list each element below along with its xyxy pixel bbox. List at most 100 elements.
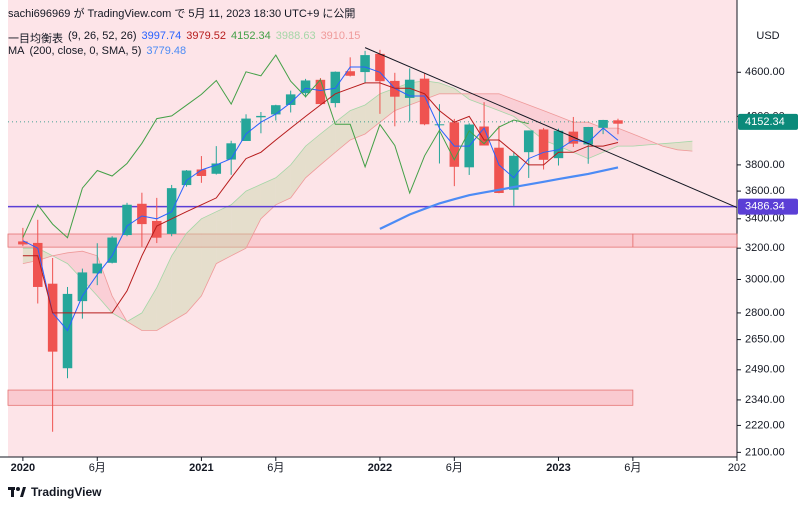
candle-body (107, 237, 117, 263)
cloud-fill (439, 82, 455, 94)
y-tick-label: 2650.00 (745, 334, 785, 346)
cloud-fill (67, 251, 83, 280)
candle-body (256, 115, 266, 118)
candle-body (211, 163, 222, 174)
candle-body (241, 118, 251, 141)
cloud-fill (216, 204, 232, 264)
candle-body (449, 122, 460, 167)
price-label: 3486.34 (745, 201, 785, 213)
x-tick-label: 2023 (546, 462, 570, 474)
indicator-value: 3779.48 (146, 45, 187, 57)
x-tick-label: 6月 (624, 462, 641, 474)
y-tick-label: 2220.00 (745, 419, 785, 431)
x-tick-label: 2021 (189, 462, 213, 474)
x-tick-label: 2022 (368, 462, 392, 474)
candle-body (196, 169, 207, 176)
candle-body (137, 203, 147, 225)
cloud-fill (156, 255, 172, 331)
candle-body (345, 71, 355, 76)
cloud-fill (379, 88, 395, 123)
candle-body (32, 242, 43, 287)
cloud-fill (350, 104, 366, 141)
logo (8, 487, 26, 497)
candle-body (285, 94, 296, 105)
cloud-fill (171, 233, 187, 322)
candle-body (271, 105, 281, 115)
cloud-fill (260, 177, 276, 219)
indicator-value: 3997.74 (141, 30, 182, 42)
zone (632, 233, 738, 248)
x-tick-label: 6月 (267, 462, 284, 474)
publisher: sachi696969 が TradingView.com で 5月 11, 2… (8, 8, 356, 20)
y-tick-label: 3800.00 (745, 159, 785, 171)
cloud-fill (632, 134, 648, 147)
candle-body (300, 80, 311, 94)
candle-body (553, 130, 564, 159)
indicator-params: (200, close, 0, SMA, 5) (29, 45, 142, 57)
candle-body (18, 241, 28, 245)
line-series (22, 80, 693, 323)
candle-body (152, 220, 162, 238)
currency-label: USD (756, 30, 779, 42)
candle-body (434, 124, 445, 126)
cloud-fill (498, 93, 514, 117)
candle-body (330, 71, 341, 104)
cloud-fill (82, 251, 98, 296)
indicator-name: 一目均衡表 (8, 33, 63, 45)
x-tick-label: 2020 (11, 462, 35, 474)
cloud-fill (335, 110, 351, 153)
plot-background (8, 0, 737, 457)
footer: TradingView (8, 485, 101, 499)
brand: TradingView (31, 485, 102, 499)
line-series (22, 66, 619, 332)
candle-body (598, 119, 608, 128)
cloud-fill (365, 93, 380, 135)
candle-body (509, 155, 519, 190)
cloud-fill (513, 99, 529, 129)
cloud-fill (662, 142, 678, 150)
candle-body (479, 126, 489, 146)
indicator-legend: MA (200, close, 0, SMA, 5) 3779.48 (8, 45, 186, 57)
candle-body (538, 129, 549, 160)
candle-body (494, 147, 504, 193)
candle-body (47, 283, 58, 352)
indicator-value: 3988.63 (275, 30, 316, 42)
candle-body (77, 272, 88, 302)
candle-body (613, 120, 623, 124)
zone (7, 389, 634, 406)
cloud-fill (52, 252, 68, 264)
x-tick-label: 6月 (446, 462, 463, 474)
cloud-fill (201, 211, 217, 296)
cloud-fill (127, 312, 142, 331)
indicator-params: (9, 26, 52, 26) (68, 30, 137, 42)
cloud-fill (603, 128, 618, 153)
candle-body (419, 78, 430, 125)
cloud-fill (320, 122, 336, 165)
indicator-value: 4152.34 (231, 30, 271, 42)
indicator-legend: 一目均衡表 (9, 26, 52, 26) 3997.74 3979.52 4152.3… (8, 30, 360, 46)
candle-body (360, 55, 370, 73)
cloud-fill (141, 287, 157, 331)
price-label-box (738, 113, 798, 130)
candle-body (181, 170, 192, 186)
candle-body (523, 130, 534, 153)
price-label-box (738, 198, 798, 215)
candle-body (583, 126, 593, 145)
x-tick-label: 6月 (89, 462, 106, 474)
line-series (22, 82, 619, 314)
cloud-fill (290, 146, 306, 198)
candle-body (226, 143, 236, 160)
cloud-fill (246, 184, 261, 249)
indicator-value: 3910.15 (320, 30, 361, 42)
indicator-name: MA (8, 45, 25, 57)
y-tick-label: 4600.00 (745, 66, 785, 78)
zone (7, 233, 634, 248)
y-tick-label: 3200.00 (745, 242, 785, 254)
candle-body (92, 263, 103, 274)
candle-body (315, 79, 326, 105)
line-series (22, 54, 529, 239)
candle-body (375, 53, 385, 82)
y-tick-label: 2800.00 (745, 307, 785, 319)
